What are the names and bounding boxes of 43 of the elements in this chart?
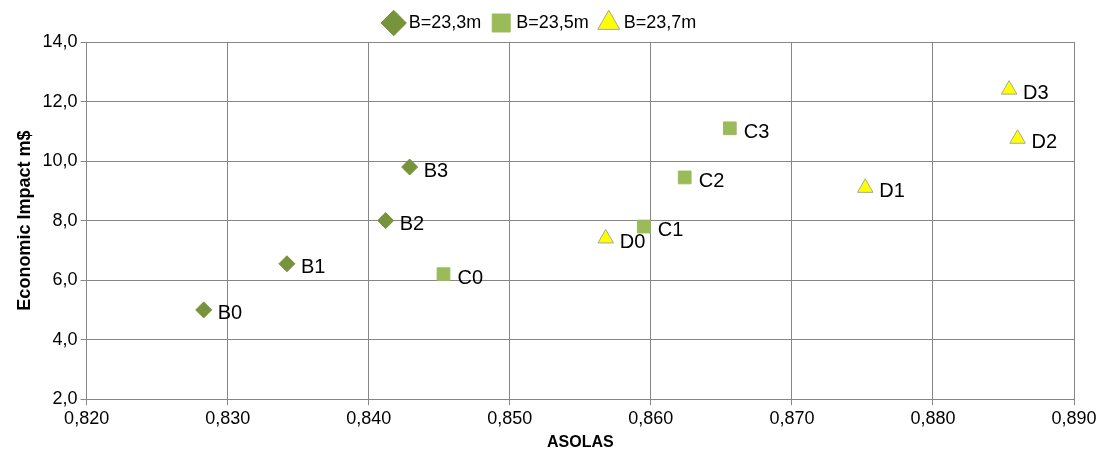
annotation: D1	[879, 179, 905, 202]
x-tick-label: 0,850	[487, 407, 533, 428]
annotation: C3	[743, 119, 770, 142]
annotation: C2	[698, 168, 725, 191]
y-tick-label: 8,0	[52, 209, 78, 230]
annotation: D2	[1031, 130, 1058, 153]
annotation: B2	[399, 212, 425, 235]
annotation: B1	[300, 255, 326, 278]
annotation: B3	[423, 158, 449, 181]
x-tick-label: 0,840	[346, 407, 392, 428]
x-tick-label: 0,830	[205, 407, 251, 428]
x-tick-label: 0,870	[769, 407, 815, 428]
x-tick-label: 0,880	[910, 407, 956, 428]
x-tick-label: 0,890	[1051, 407, 1097, 428]
annotation: B0	[217, 301, 243, 324]
annotation: D0	[619, 229, 646, 252]
point	[636, 219, 651, 234]
y-tick-label: 10,0	[42, 150, 78, 171]
point	[278, 255, 296, 273]
point	[195, 301, 213, 319]
annotation: C0	[457, 265, 484, 288]
legend-label: B=23,3m	[408, 11, 482, 32]
point	[1009, 129, 1026, 144]
x-axis-title: ASOLAS	[546, 432, 614, 450]
legend-label: B=23,5m	[516, 11, 589, 32]
y-tick-label: 2,0	[52, 388, 78, 409]
annotation: C1	[657, 218, 684, 241]
point	[1000, 80, 1018, 95]
legend-label: B=23,7m	[623, 11, 697, 32]
x-tick-label: 0,860	[628, 407, 674, 428]
y-tick-label: 14,0	[42, 30, 78, 51]
y-axis-title: Economic Impact m$	[13, 130, 34, 311]
point	[722, 121, 737, 136]
y-tick-label: 4,0	[52, 328, 78, 349]
x-tick-label: 0,820	[64, 407, 110, 428]
y-tick-label: 12,0	[42, 90, 78, 111]
annotation: D3	[1023, 81, 1049, 104]
y-tick-label: 6,0	[52, 269, 78, 290]
point	[436, 267, 451, 282]
point	[856, 178, 874, 193]
point	[677, 170, 692, 185]
point	[377, 212, 395, 230]
point	[401, 158, 419, 176]
